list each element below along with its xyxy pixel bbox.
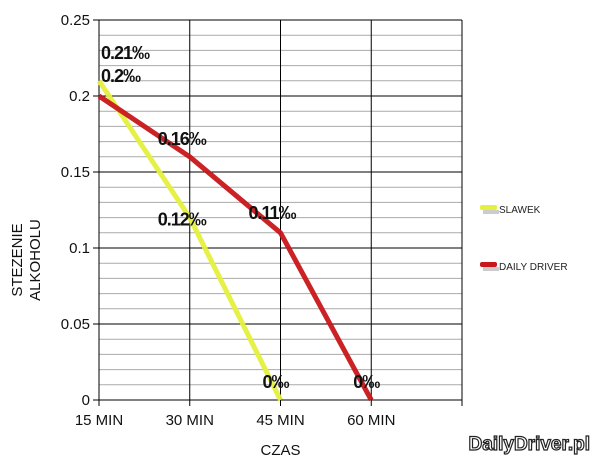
watermark-logo: DailyDriver.pl [469, 434, 590, 455]
data-label: 0‰ [353, 372, 380, 392]
y-tick-label: 0.05 [61, 316, 90, 333]
y-tick-label: 0.25 [61, 12, 90, 29]
legend-label: DAILY DRIVER [499, 262, 568, 273]
y-tick-label: 0.1 [69, 240, 90, 257]
y-tick-label: 0.2 [69, 88, 90, 105]
x-tick-label: 60 MIN [347, 412, 395, 429]
data-label: 0.16‰ [158, 129, 207, 149]
series-line-daily-driver [97, 93, 374, 402]
legend-swatch [480, 205, 497, 210]
legend-label: SLAWEK [499, 205, 541, 216]
x-tick-label: 15 MIN [75, 412, 123, 429]
series-line-slawek [96, 79, 283, 402]
legend-shadow [483, 267, 499, 271]
data-label: 0‰ [263, 372, 290, 392]
legend-swatch [480, 262, 497, 267]
data-label: 0.2‰ [101, 66, 141, 86]
data-label: 0.11‰ [249, 203, 297, 223]
x-tick-label: 45 MIN [256, 412, 304, 429]
legend-shadow [483, 210, 499, 214]
x-tick-label: 30 MIN [166, 412, 214, 429]
y-axis-label-line2: ALKOHOLU [27, 219, 44, 301]
y-tick-label: 0 [82, 392, 90, 409]
data-label: 0.21‰ [101, 43, 150, 63]
y-axis-label-line1: STEZENIE [9, 223, 26, 296]
x-axis-label: CZAS [260, 442, 300, 459]
y-tick-label: 0.15 [61, 164, 90, 181]
data-label: 0.12‰ [158, 210, 207, 230]
